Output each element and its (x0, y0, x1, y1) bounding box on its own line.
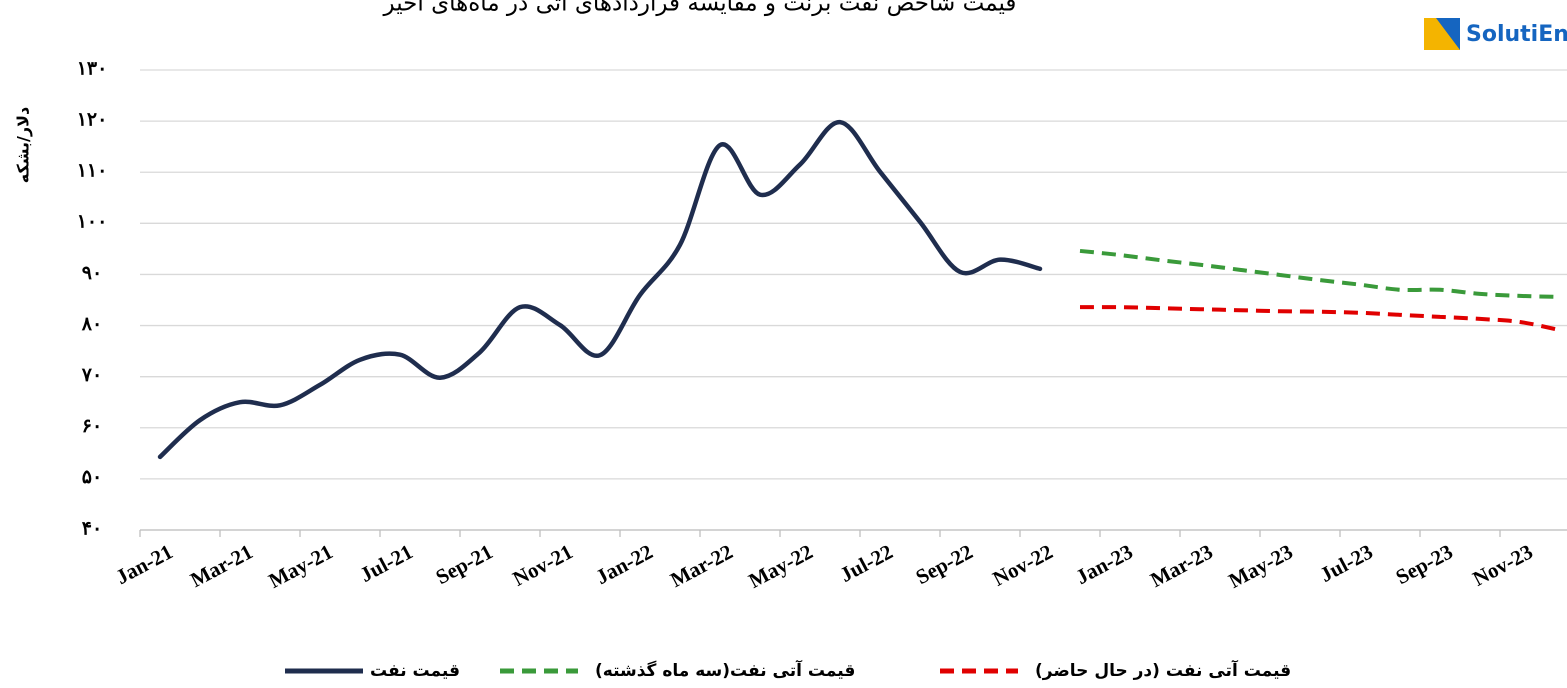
x-tick-label: Sep-21 (432, 539, 497, 589)
legend-label: قیمت آتی نفت(سه ماه گذشته) (595, 659, 855, 681)
y-tick-label: ۶۰ (82, 416, 102, 437)
logo-icon (1436, 18, 1460, 50)
x-tick-label: Nov-22 (989, 539, 1057, 590)
chart-title: قیمت شاخص نفت برنت و مقایسه قراردادهای آ… (383, 0, 1017, 17)
series-line (157, 119, 1043, 460)
x-tick-label: May-23 (1225, 539, 1297, 593)
x-tick-label: Jan-22 (592, 539, 657, 589)
x-tick-label: Sep-22 (912, 539, 977, 589)
logo-text: SolutiEn (1466, 22, 1567, 47)
x-tick-label: Nov-23 (1469, 539, 1537, 590)
y-tick-label: ۷۰ (81, 365, 102, 386)
series-line (1079, 248, 1561, 299)
y-tick-label: ۱۳۰ (77, 58, 108, 79)
x-tick-label: Mar-21 (186, 539, 256, 592)
x-tick-label: Jul-23 (1316, 539, 1377, 586)
x-tick-label: Jul-22 (836, 539, 897, 586)
x-tick-label: Jul-21 (356, 539, 417, 586)
series-line (1079, 305, 1561, 333)
x-tick-label: Jan-23 (1072, 539, 1137, 589)
y-tick-label: ۴۰ (82, 518, 102, 539)
x-tick-label: May-21 (265, 539, 337, 593)
y-tick-label: ۹۰ (82, 263, 102, 284)
x-tick-label: Sep-23 (1392, 539, 1457, 589)
y-tick-label: ۵۰ (82, 467, 102, 488)
logo: SolutiEn (1424, 18, 1567, 50)
y-tick-label: ۱۲۰ (77, 109, 108, 130)
legend-label: قیمت آتی نفت (در حال حاضر) (1035, 659, 1291, 681)
x-tick-label: Mar-23 (1146, 539, 1216, 592)
x-tick-label: Jan-21 (112, 539, 177, 589)
x-tick-label: Mar-22 (666, 539, 736, 592)
y-axis-label: دلار/بشکه (14, 107, 33, 183)
x-tick-label: Nov-21 (509, 539, 577, 590)
y-tick-label: ۸۰ (81, 314, 102, 335)
y-tick-label: ۱۰۰ (77, 212, 108, 233)
x-tick-label: May-22 (745, 539, 817, 593)
y-tick-label: ۱۱۰ (77, 161, 108, 182)
legend-label: قیمت نفت (370, 661, 460, 681)
